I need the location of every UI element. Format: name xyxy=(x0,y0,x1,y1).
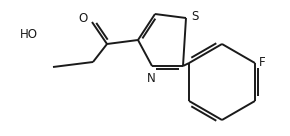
Text: N: N xyxy=(147,72,155,85)
Text: HO: HO xyxy=(20,27,38,41)
Text: F: F xyxy=(259,56,266,69)
Text: S: S xyxy=(191,10,198,22)
Text: O: O xyxy=(79,13,88,26)
